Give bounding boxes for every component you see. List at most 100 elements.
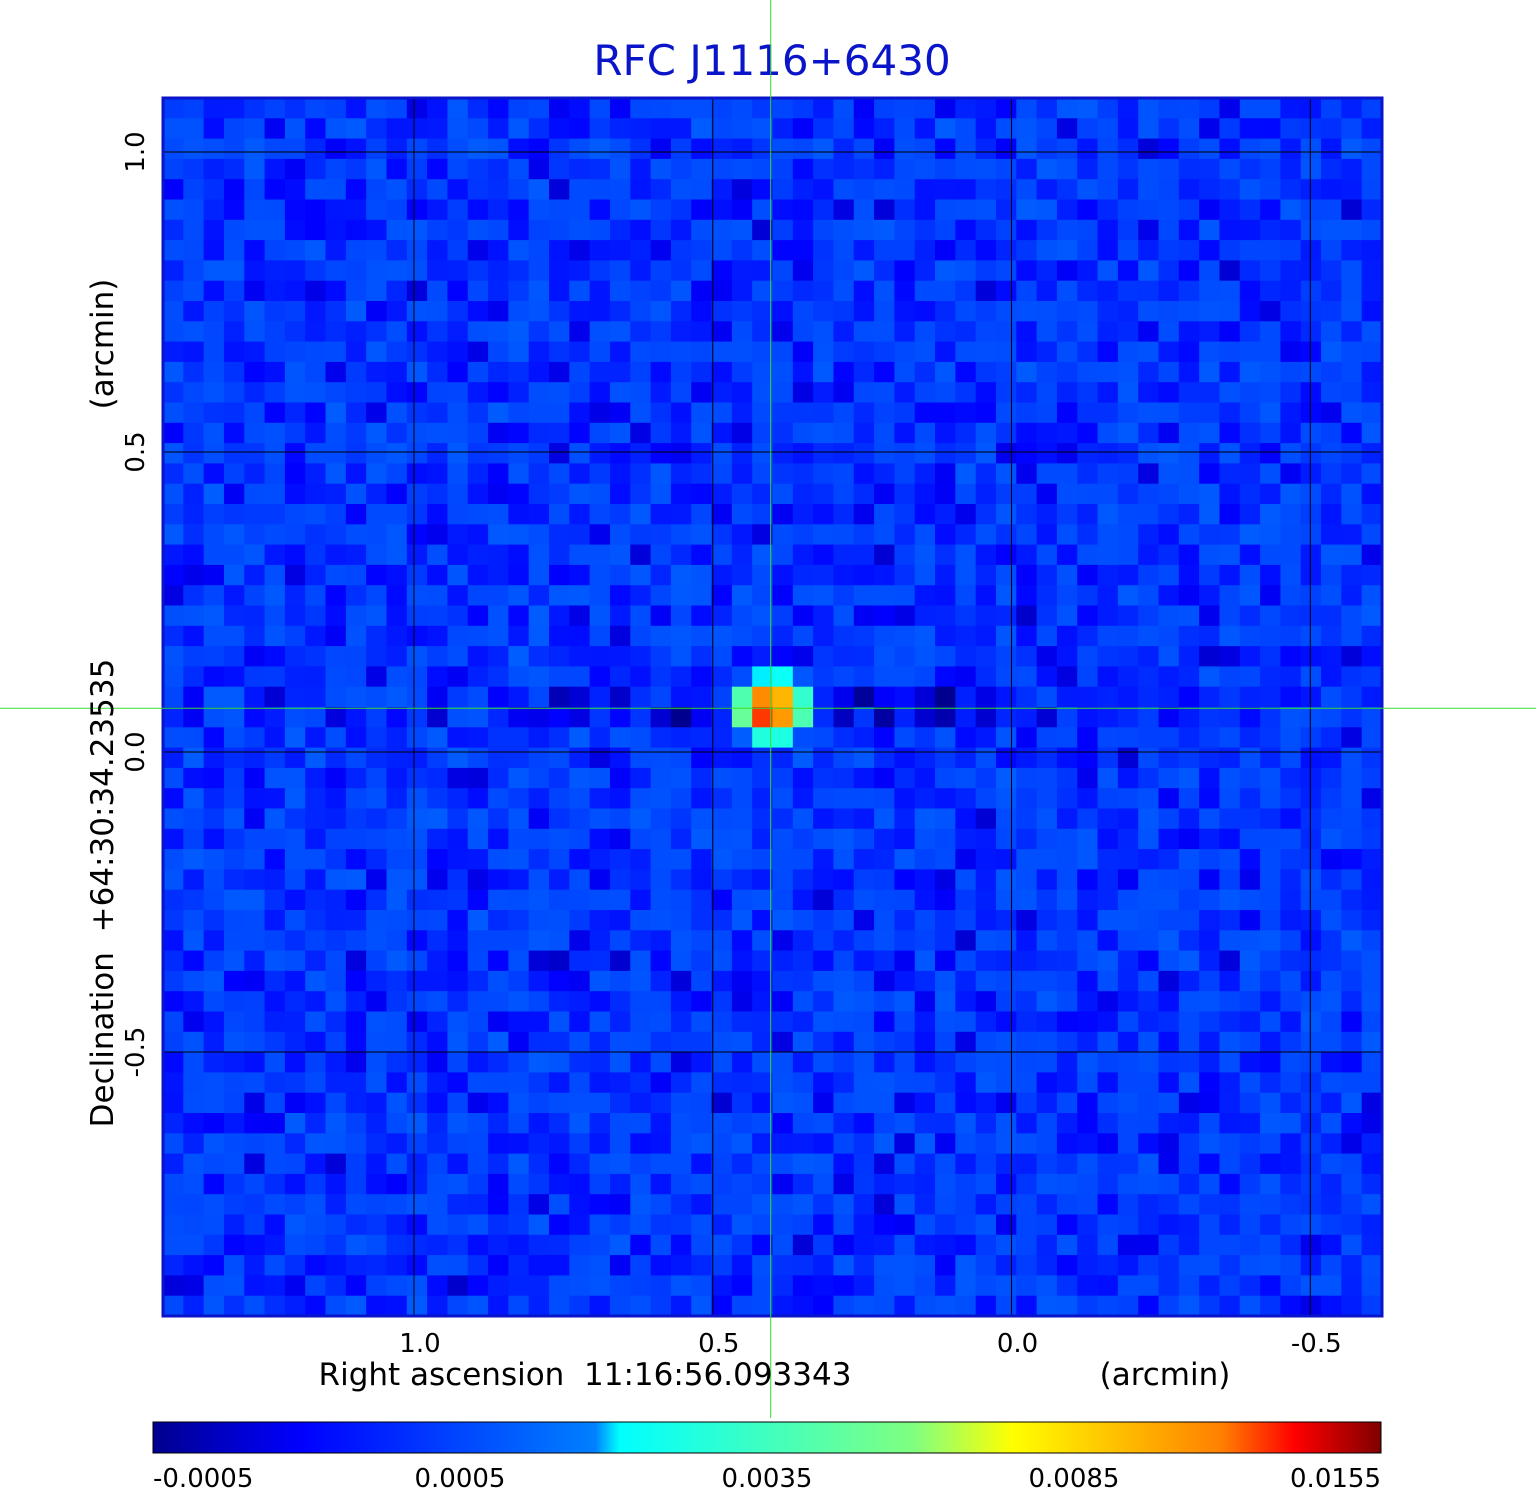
map-pixel — [731, 930, 753, 952]
map-pixel — [752, 118, 774, 140]
map-pixel — [1097, 463, 1119, 485]
map-pixel — [1056, 808, 1078, 830]
map-pixel — [731, 1255, 753, 1276]
map-pixel — [874, 1031, 895, 1053]
map-pixel — [813, 219, 835, 241]
map-pixel — [650, 666, 672, 688]
map-pixel — [264, 1011, 286, 1033]
map-pixel — [833, 1214, 855, 1236]
map-pixel — [549, 219, 570, 241]
map-pixel — [549, 1173, 570, 1195]
map-pixel — [1077, 1153, 1099, 1175]
map-pixel — [1138, 1234, 1160, 1256]
map-pixel — [792, 199, 814, 221]
map-pixel — [792, 1133, 814, 1155]
map-pixel — [1077, 666, 1099, 688]
map-pixel — [711, 646, 733, 667]
map-pixel — [813, 240, 835, 261]
map-pixel — [284, 605, 306, 627]
map-pixel — [711, 1255, 733, 1276]
map-pixel — [1097, 422, 1119, 444]
map-pixel — [203, 889, 225, 911]
map-pixel — [1077, 930, 1099, 952]
map-pixel — [792, 1153, 814, 1175]
map-pixel — [1056, 564, 1078, 586]
map-pixel — [1178, 910, 1200, 931]
map-pixel — [1138, 1092, 1160, 1114]
map-pixel — [1199, 970, 1221, 992]
map-pixel — [528, 1031, 550, 1053]
map-pixel — [1117, 422, 1139, 444]
map-pixel — [650, 1031, 672, 1053]
map-pixel — [467, 1295, 489, 1316]
map-pixel — [406, 1133, 428, 1155]
map-pixel — [183, 544, 205, 566]
map-pixel — [528, 280, 550, 302]
map-pixel — [691, 767, 713, 789]
map-pixel — [670, 1275, 692, 1297]
map-pixel — [203, 808, 225, 830]
map-pixel — [1199, 524, 1221, 546]
map-pixel — [833, 1255, 855, 1276]
map-pixel — [1097, 991, 1119, 1013]
map-pixel — [325, 382, 347, 404]
map-pixel — [691, 686, 713, 708]
map-pixel — [508, 301, 530, 322]
map-pixel — [833, 1234, 855, 1256]
map-pixel — [1300, 788, 1322, 810]
map-pixel — [1199, 321, 1221, 343]
map-pixel — [1280, 625, 1302, 647]
map-pixel — [569, 544, 591, 566]
map-pixel — [528, 767, 550, 789]
map-pixel — [874, 605, 895, 627]
map-pixel — [427, 605, 449, 627]
map-pixel — [488, 828, 509, 850]
map-pixel — [650, 707, 672, 728]
map-pixel — [366, 504, 388, 525]
map-pixel — [630, 463, 652, 485]
map-pixel — [975, 199, 997, 221]
map-pixel — [711, 605, 733, 627]
map-pixel — [1158, 1092, 1180, 1114]
map-pixel — [1056, 199, 1078, 221]
map-pixel — [1036, 1194, 1058, 1216]
map-pixel — [1321, 1011, 1342, 1033]
map-pixel — [508, 341, 530, 363]
map-pixel — [1056, 219, 1078, 241]
map-pixel — [325, 179, 347, 201]
map-pixel — [508, 1214, 530, 1236]
map-pixel — [508, 118, 530, 140]
map-pixel — [528, 98, 550, 119]
map-pixel — [1077, 585, 1099, 607]
map-pixel — [203, 98, 225, 119]
map-pixel — [650, 260, 672, 282]
map-pixel — [569, 524, 591, 546]
map-pixel — [244, 970, 266, 992]
map-pixel — [1321, 240, 1342, 261]
map-pixel — [244, 118, 266, 140]
map-pixel — [813, 179, 835, 201]
map-pixel — [1321, 1194, 1342, 1216]
map-pixel — [325, 625, 347, 647]
map-pixel — [345, 767, 367, 789]
map-pixel — [325, 910, 347, 931]
map-pixel — [427, 1113, 449, 1134]
map-pixel — [650, 788, 672, 810]
map-pixel — [345, 199, 367, 221]
map-pixel — [183, 98, 205, 119]
map-pixel — [203, 504, 225, 525]
map-pixel — [914, 564, 936, 586]
map-pixel — [1321, 1255, 1342, 1276]
map-pixel — [427, 828, 449, 850]
map-pixel — [731, 1052, 753, 1073]
map-pixel — [630, 1194, 652, 1216]
map-pixel — [203, 849, 225, 870]
map-pixel — [630, 1255, 652, 1276]
map-pixel — [1219, 1255, 1241, 1276]
map-pixel — [894, 930, 916, 952]
map-pixel — [284, 361, 306, 383]
map-pixel — [914, 443, 936, 464]
map-pixel — [1239, 260, 1261, 282]
map-pixel — [1178, 1295, 1200, 1316]
map-pixel — [325, 98, 347, 119]
